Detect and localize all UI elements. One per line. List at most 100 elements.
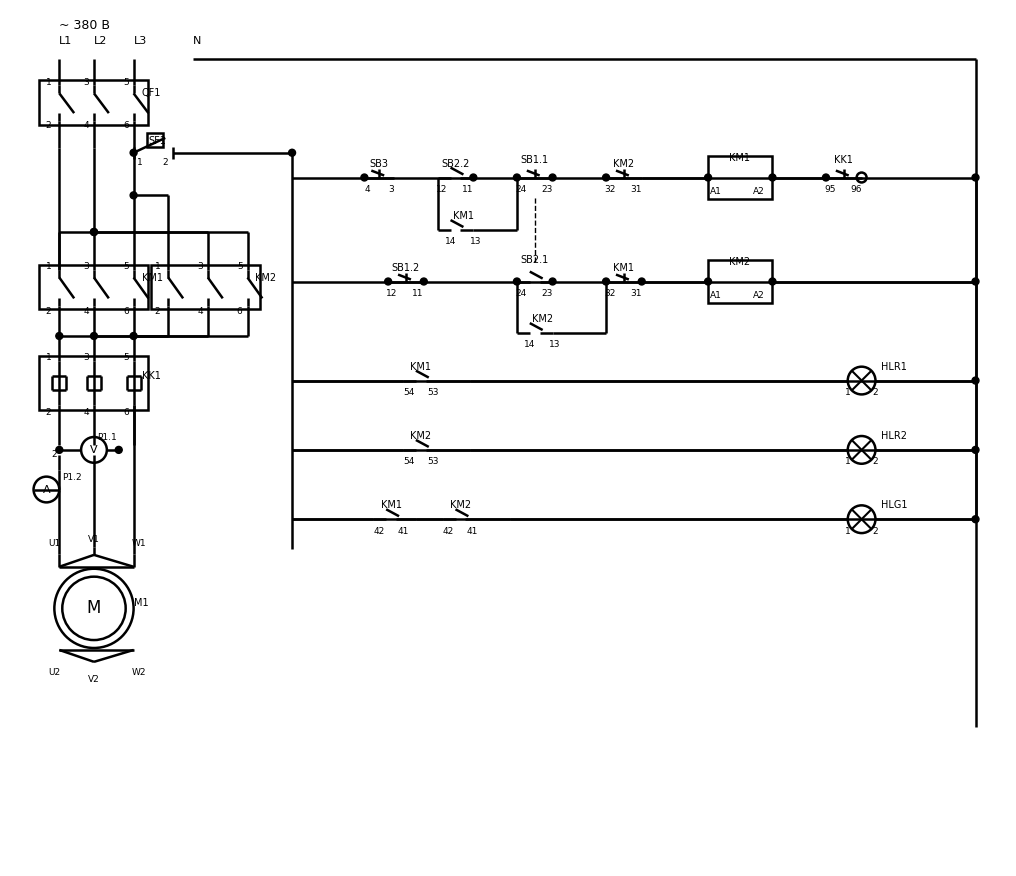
- Text: 42: 42: [374, 526, 385, 535]
- Text: ~ 380 В: ~ 380 В: [59, 19, 111, 32]
- Text: V: V: [90, 445, 98, 455]
- Text: 3: 3: [388, 185, 394, 194]
- Circle shape: [972, 516, 979, 523]
- Circle shape: [513, 174, 520, 181]
- Text: 42: 42: [443, 526, 454, 535]
- Text: P1.1: P1.1: [97, 434, 117, 442]
- Circle shape: [602, 278, 610, 285]
- Text: 1: 1: [46, 262, 52, 272]
- Text: 5: 5: [123, 78, 129, 87]
- Text: 5: 5: [237, 262, 243, 272]
- Circle shape: [705, 174, 711, 181]
- Text: 24: 24: [515, 289, 526, 298]
- Text: 54: 54: [403, 457, 415, 466]
- Circle shape: [549, 174, 556, 181]
- Text: 4: 4: [365, 185, 370, 194]
- Circle shape: [56, 333, 63, 339]
- Text: HLG1: HLG1: [882, 500, 908, 511]
- Bar: [151, 265, 260, 309]
- Text: U2: U2: [49, 668, 60, 677]
- Text: 1: 1: [46, 78, 52, 87]
- Text: SB2.1: SB2.1: [520, 255, 549, 265]
- Text: 32: 32: [605, 185, 616, 194]
- Text: SB1.2: SB1.2: [391, 263, 420, 272]
- Text: KM1: KM1: [614, 263, 634, 272]
- Text: 4: 4: [83, 122, 89, 131]
- Text: KM2: KM2: [410, 431, 432, 441]
- Text: 31: 31: [630, 289, 641, 298]
- Circle shape: [130, 149, 137, 156]
- Circle shape: [769, 174, 776, 181]
- Text: 2: 2: [873, 526, 878, 535]
- Text: 1: 1: [154, 262, 161, 272]
- Circle shape: [513, 278, 520, 285]
- Text: 2: 2: [46, 122, 52, 131]
- Text: 53: 53: [427, 388, 439, 397]
- Text: 24: 24: [515, 185, 526, 194]
- Text: 1: 1: [46, 353, 52, 363]
- Circle shape: [972, 377, 979, 384]
- Text: 1: 1: [845, 388, 850, 397]
- Circle shape: [972, 447, 979, 454]
- Circle shape: [56, 447, 63, 454]
- Text: SB1.1: SB1.1: [520, 155, 549, 165]
- Text: 2: 2: [873, 388, 878, 397]
- Circle shape: [90, 333, 98, 339]
- Text: 6: 6: [123, 122, 129, 131]
- Text: 3: 3: [83, 78, 89, 87]
- Text: 2: 2: [154, 307, 161, 315]
- Bar: [40, 81, 148, 125]
- Circle shape: [421, 278, 428, 285]
- Text: 14: 14: [445, 237, 456, 246]
- Text: SB2.2: SB2.2: [441, 159, 469, 169]
- Text: 14: 14: [524, 341, 535, 350]
- Text: 3: 3: [83, 262, 89, 272]
- Text: 12: 12: [436, 185, 447, 194]
- Text: 2: 2: [46, 407, 52, 417]
- Text: V2: V2: [88, 675, 100, 684]
- Text: KM1: KM1: [381, 500, 401, 511]
- Bar: [147, 133, 164, 147]
- Text: KM1: KM1: [729, 152, 750, 163]
- Circle shape: [90, 229, 98, 236]
- Circle shape: [115, 447, 122, 454]
- Text: W2: W2: [131, 668, 146, 677]
- Text: A2: A2: [753, 291, 764, 300]
- Text: SB3: SB3: [370, 159, 389, 169]
- Circle shape: [602, 174, 610, 181]
- Text: 4: 4: [197, 307, 203, 315]
- Text: U1: U1: [48, 540, 61, 548]
- Text: 23: 23: [541, 185, 553, 194]
- Text: M1: M1: [133, 598, 148, 609]
- Text: KM1: KM1: [141, 272, 163, 283]
- Circle shape: [90, 229, 98, 236]
- Circle shape: [130, 333, 137, 339]
- Circle shape: [972, 174, 979, 181]
- Circle shape: [549, 278, 556, 285]
- Bar: [708, 259, 772, 303]
- Bar: [40, 356, 148, 410]
- Text: QF1: QF1: [141, 88, 161, 98]
- Text: L3: L3: [133, 36, 147, 46]
- Text: KK1: KK1: [834, 155, 853, 165]
- Text: KM2: KM2: [729, 257, 751, 266]
- Text: KM2: KM2: [532, 314, 554, 324]
- Text: A1: A1: [710, 187, 722, 196]
- Text: M: M: [86, 599, 102, 618]
- Text: 1: 1: [845, 457, 850, 466]
- Text: 6: 6: [123, 307, 129, 315]
- Text: 23: 23: [541, 289, 553, 298]
- Text: 3: 3: [197, 262, 203, 272]
- Text: 11: 11: [412, 289, 424, 298]
- Text: HLR1: HLR1: [882, 362, 907, 371]
- Circle shape: [638, 278, 645, 285]
- Text: 2: 2: [873, 457, 878, 466]
- Bar: [40, 265, 148, 309]
- Text: 13: 13: [549, 341, 560, 350]
- Text: KM1: KM1: [453, 211, 473, 221]
- Text: KM2: KM2: [614, 159, 634, 169]
- Text: 13: 13: [469, 237, 481, 246]
- Text: V1: V1: [88, 534, 100, 543]
- Text: 32: 32: [605, 289, 616, 298]
- Circle shape: [385, 278, 391, 285]
